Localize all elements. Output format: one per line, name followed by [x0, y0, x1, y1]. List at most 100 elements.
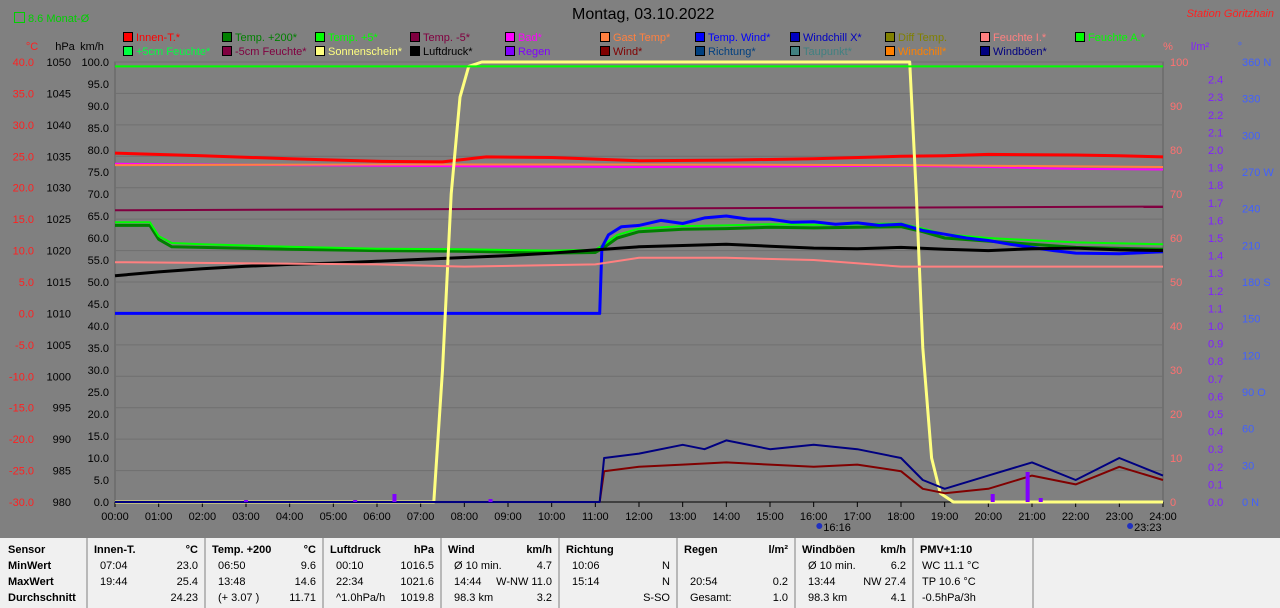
axis-tick-lm2: 0.8	[1208, 356, 1223, 368]
legend-label: -5cm Feuchte*	[235, 46, 307, 58]
axis-tick-hpa: 990	[53, 434, 71, 446]
stats-regen-time: Gesamt:	[690, 592, 732, 604]
series-temp-5-	[114, 205, 1164, 212]
axis-tick-lm2: 2.3	[1208, 92, 1223, 104]
axis-tick-kmh: 20.0	[88, 409, 109, 421]
axis-tick-dir: 180 S	[1242, 277, 1271, 289]
axis-tick-hpa: 1050	[47, 57, 71, 69]
legend-swatch	[790, 32, 800, 42]
stats-luft-unit: hPa	[413, 544, 434, 556]
axis-tick-pct: 30	[1170, 365, 1182, 377]
legend-label: Sonnenschein*	[328, 46, 403, 58]
axis-tick-pct: 100	[1170, 57, 1188, 69]
legend-swatch	[980, 46, 990, 56]
axis-tick-lm2: 1.3	[1208, 268, 1223, 280]
legend-item: +5cm Feuchte*	[123, 46, 210, 58]
stats-min-label: MinWert	[8, 560, 52, 572]
axis-tick-pct: 80	[1170, 145, 1182, 157]
x-tick-label: 20:00	[975, 511, 1003, 523]
stats-innen-head: Innen-T.	[94, 544, 136, 556]
axis-tick-temp: 5.0	[19, 277, 34, 289]
x-tick-label: 06:00	[363, 511, 391, 523]
stats-boeen-value: 6.2	[890, 560, 906, 572]
stats-wind-time: 14:44	[454, 576, 482, 588]
stats-innen-value: 23.0	[176, 560, 198, 572]
stats-innen-column: Innen-T. °C 07:04 23.0 19:44 25.4 24.23	[88, 538, 206, 608]
axis-tick-lm2: 1.9	[1208, 163, 1223, 175]
legend-item: Regen	[505, 46, 550, 58]
axis-tick-kmh: 25.0	[88, 387, 109, 399]
legend-label: Feuchte A.*	[1088, 32, 1145, 44]
legend-item: Feuchte I.*	[980, 32, 1046, 44]
legend-swatch	[222, 32, 232, 42]
axis-tick-pct: 60	[1170, 233, 1182, 245]
legend-item: -5cm Feuchte*	[222, 46, 307, 58]
axis-tick-pct: 50	[1170, 277, 1182, 289]
axis-tick-hpa: 1030	[47, 183, 71, 195]
axis-tick-kmh: 75.0	[88, 167, 109, 179]
legend-label: Bad*	[518, 32, 542, 44]
stats-wind-value: 4.7	[536, 560, 552, 572]
legend-swatch	[410, 32, 420, 42]
legend-label: Taupunkt*	[803, 46, 852, 58]
axis-tick-lm2: 0.4	[1208, 427, 1223, 439]
rain-bars	[244, 472, 1043, 502]
stats-boeen-value: 4.1	[890, 592, 906, 604]
axis-tick-dir: 90 O	[1242, 387, 1266, 399]
stats-pmv-value: TP 10.6 °C	[922, 576, 976, 588]
stats-temp-head: Temp. +200	[212, 544, 272, 556]
stats-innen-value: 25.4	[176, 576, 198, 588]
x-tick-label: 17:00	[844, 511, 872, 523]
axis-tick-kmh: 70.0	[88, 189, 109, 201]
legend-label: Temp. +5*	[328, 32, 378, 44]
axis-tick-kmh: 60.0	[88, 233, 109, 245]
stats-richtung-value: S-SO	[643, 592, 670, 604]
legend-label: Richtung*	[708, 46, 756, 58]
legend-item: Wind*	[600, 46, 642, 58]
x-tick-label: 24:00	[1149, 511, 1177, 523]
statistics-panel: Sensor MinWert MaxWert Durchschnitt Inne…	[0, 538, 1280, 608]
legend-label: Temp. -5*	[423, 32, 471, 44]
legend-label: Temp. Wind*	[708, 32, 771, 44]
chart-canvas: °C 40.0 35.0 30.0 25.0 20.0 15.0 10.0 5.0 0.0 -5.0…	[9, 41, 1274, 534]
stats-avg-label: Durchschnitt	[8, 592, 76, 604]
axis-tick-lm2: 2.4	[1208, 75, 1223, 87]
stats-boeen-time: 98.3 km	[808, 592, 848, 604]
legend-label: Wind*	[613, 46, 643, 58]
axis-tick-lm2: 0.0	[1208, 497, 1223, 509]
axis-unit-dir: °	[1238, 41, 1242, 53]
axis-unit-pct: %	[1163, 41, 1173, 53]
axis-tick-lm2: 2.1	[1208, 127, 1223, 139]
legend-label: Feuchte I.*	[993, 32, 1047, 44]
axis-tick-dir: 360 N	[1242, 57, 1271, 69]
stats-temp-value: 9.6	[300, 560, 316, 572]
stats-wind-time: 98.3 km	[454, 592, 494, 604]
stats-sensor-column: Sensor MinWert MaxWert Durchschnitt	[0, 538, 88, 608]
x-tick-label: 05:00	[320, 511, 348, 523]
axis-tick-dir: 270 W	[1242, 167, 1274, 179]
axis-tick-hpa: 1015	[47, 277, 71, 289]
legend-item: Luftdruck*	[410, 46, 473, 58]
axis-unit-kmh: km/h	[80, 41, 104, 53]
axis-tick-kmh: 40.0	[88, 321, 109, 333]
x-tick-label: 02:00	[189, 511, 217, 523]
x-axis: 00:00 01:00 02:00 03:00 04:00 05:00 06:00 07:00…	[101, 502, 1177, 534]
axis-tick-hpa: 1040	[47, 120, 71, 132]
stats-sensor-head: Sensor	[8, 544, 46, 556]
stats-regen-unit: l/m²	[768, 544, 788, 556]
axis-tick-lm2: 0.3	[1208, 444, 1223, 456]
stats-boeen-time: 13:44	[808, 576, 836, 588]
axis-tick-kmh: 100.0	[81, 57, 109, 69]
rain-bar	[353, 500, 358, 502]
stats-boeen-time: Ø 10 min.	[808, 560, 856, 572]
axis-tick-temp: 40.0	[13, 57, 34, 69]
rain-bar	[990, 494, 995, 502]
legend-swatch	[790, 46, 800, 56]
axis-tick-kmh: 10.0	[88, 453, 109, 465]
series-gast-temp-	[114, 163, 1164, 168]
axis-tick-kmh: 35.0	[88, 343, 109, 355]
axis-unit-temp: °C	[26, 41, 38, 53]
axis-tick-kmh: 90.0	[88, 101, 109, 113]
stats-temp-value: 11.71	[289, 592, 316, 604]
axis-tick-temp: 15.0	[13, 214, 34, 226]
